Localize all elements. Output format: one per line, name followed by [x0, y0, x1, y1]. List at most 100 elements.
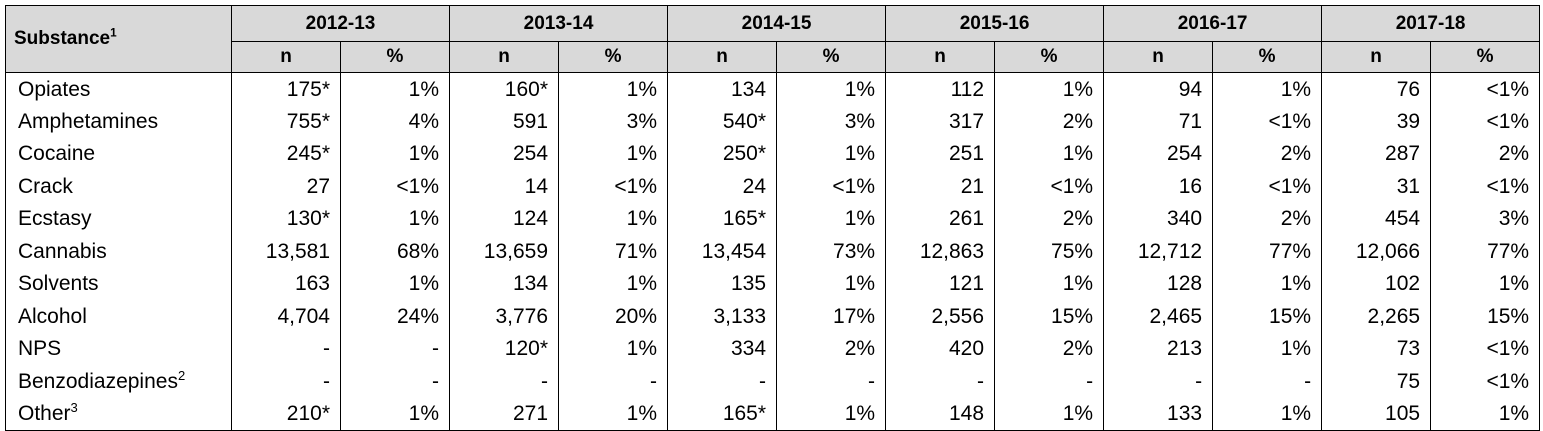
percent-cell: <1% [776, 170, 887, 203]
count-cell: - [231, 365, 341, 398]
count-cell: 39 [1321, 105, 1432, 138]
count-cell: 148 [885, 397, 996, 431]
count-cell: 4,704 [231, 300, 341, 333]
count-cell: 165* [667, 397, 778, 431]
count-cell: 105 [1321, 397, 1432, 431]
percent-cell: 1% [558, 267, 669, 300]
count-cell: - [231, 332, 341, 365]
table-row: Ecstasy 130* 1% 124 1% 165* 1% 261 2% 340 2% 454 3% [5, 202, 1541, 235]
count-cell: 2,465 [1103, 300, 1214, 333]
percent-cell: 1% [994, 137, 1105, 170]
n-header: n [449, 41, 560, 73]
percent-cell: 1% [558, 202, 669, 235]
percent-cell: 3% [1430, 202, 1541, 235]
count-cell: 163 [231, 267, 341, 300]
percent-header: % [558, 41, 669, 73]
substance-name: Ecstasy [18, 207, 92, 231]
percent-cell: 1% [558, 332, 669, 365]
substance-name: Solvents [18, 272, 99, 296]
percent-cell: <1% [558, 170, 669, 203]
count-cell: 251 [885, 137, 996, 170]
count-cell: 210* [231, 397, 341, 431]
count-cell: 121 [885, 267, 996, 300]
count-cell: 2,265 [1321, 300, 1432, 333]
n-header: n [1321, 41, 1432, 73]
count-cell: 2,556 [885, 300, 996, 333]
count-cell: 76 [1321, 72, 1432, 105]
table-body: Opiates 175* 1% 160* 1% 134 1% 112 1% 94 1% 76 <1% Am… [5, 72, 1541, 431]
substance-name-cell: Crack [5, 170, 232, 203]
table-row: Crack 27 <1% 14 <1% 24 <1% 21 <1% 16 <1% 31 <1% [5, 170, 1541, 203]
count-cell: 13,454 [667, 235, 778, 268]
percent-cell: 15% [1212, 300, 1323, 333]
percent-cell: 1% [339, 267, 451, 300]
n-header: n [231, 41, 341, 73]
year-header: 2017-18 [1321, 5, 1541, 42]
percent-cell: - [776, 365, 887, 398]
percent-cell: 77% [1430, 235, 1541, 268]
substance-name: Amphetamines [18, 109, 159, 133]
count-cell: 271 [449, 397, 560, 431]
percent-cell: 1% [558, 72, 669, 105]
substance-column-header: Substance1 [5, 5, 232, 73]
percent-cell: 1% [776, 137, 887, 170]
footnote-marker: 2 [177, 367, 186, 383]
percent-cell: 73% [776, 235, 887, 268]
count-cell: 13,659 [449, 235, 560, 268]
percent-cell: 24% [339, 300, 451, 333]
substance-name-cell: Solvents [5, 267, 232, 300]
percent-header: % [994, 41, 1105, 73]
footnote-marker: 3 [70, 400, 78, 415]
count-cell: 755* [231, 105, 341, 138]
count-cell: 12,863 [885, 235, 996, 268]
substance-name-cell: Cannabis [5, 235, 232, 268]
table-row: Solvents 163 1% 134 1% 135 1% 121 1% 128 1% 102 1% [5, 267, 1541, 300]
substance-name: Cannabis [18, 239, 107, 263]
percent-cell: 20% [558, 300, 669, 333]
count-cell: 14 [449, 170, 560, 203]
year-header-row: Substance1 2012-13 2013-14 2014-15 2015-… [5, 5, 1541, 73]
substance-name: Opiates [18, 77, 91, 101]
table-row: Other3 210* 1% 271 1% 165* 1% 148 1% 133 1% 105 1% [5, 397, 1541, 431]
percent-cell: 1% [1212, 72, 1323, 105]
percent-cell: 2% [1430, 137, 1541, 170]
percent-cell: 68% [339, 235, 451, 268]
percent-header: % [1430, 41, 1541, 73]
count-cell: 245* [231, 137, 341, 170]
percent-cell: <1% [994, 170, 1105, 203]
count-cell: 12,712 [1103, 235, 1214, 268]
count-cell: 420 [885, 332, 996, 365]
measure-header-row: n % n % n % n % n % n % [6, 41, 1541, 73]
percent-cell: 2% [1212, 202, 1323, 235]
percent-cell: 1% [776, 397, 887, 431]
table-row: Opiates 175* 1% 160* 1% 134 1% 112 1% 94 1% 76 <1% [5, 72, 1541, 105]
count-cell: - [667, 365, 778, 398]
substance-name: Cocaine [18, 142, 96, 166]
percent-cell: 1% [339, 137, 451, 170]
count-cell: 130* [231, 202, 341, 235]
substance-name-cell: Cocaine [5, 137, 232, 170]
count-cell: 213 [1103, 332, 1214, 365]
n-header: n [1103, 41, 1214, 73]
percent-cell: 77% [1212, 235, 1323, 268]
percent-cell: 1% [1212, 397, 1323, 431]
substance-label: Substance [14, 28, 111, 49]
count-cell: 112 [885, 72, 996, 105]
count-cell: 75 [1321, 365, 1432, 398]
count-cell: 134 [449, 267, 560, 300]
percent-cell: 1% [994, 397, 1105, 431]
year-header: 2015-16 [885, 5, 1105, 42]
percent-cell: <1% [339, 170, 451, 203]
n-header: n [667, 41, 778, 73]
percent-cell: 1% [994, 267, 1105, 300]
count-cell: 27 [231, 170, 341, 203]
percent-cell: 75% [994, 235, 1105, 268]
percent-cell: 1% [1430, 397, 1541, 431]
count-cell: 454 [1321, 202, 1432, 235]
percent-header: % [339, 41, 451, 73]
count-cell: 73 [1321, 332, 1432, 365]
percent-cell: 1% [339, 397, 451, 431]
year-header: 2014-15 [667, 5, 887, 42]
percent-cell: <1% [1430, 365, 1541, 398]
count-cell: - [449, 365, 560, 398]
